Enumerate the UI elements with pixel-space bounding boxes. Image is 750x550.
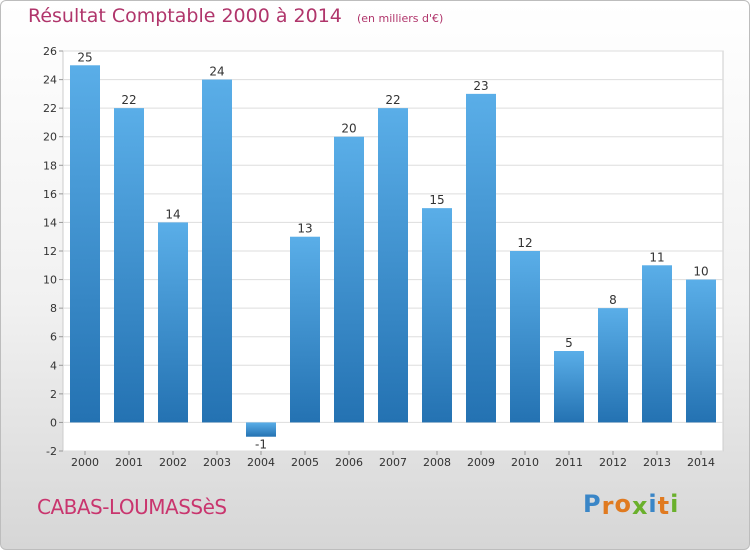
x-tick-label-2005: 2005: [291, 456, 319, 469]
value-label-2010: 12: [517, 236, 532, 250]
y-tick-label: 16: [43, 188, 57, 201]
y-tick-label: 20: [43, 131, 57, 144]
bar-2003: [202, 79, 232, 423]
x-tick-label-2001: 2001: [115, 456, 143, 469]
value-label-2006: 20: [341, 122, 356, 136]
y-tick-label: 8: [50, 302, 57, 315]
x-tick-label-2004: 2004: [247, 456, 275, 469]
x-tick-label-2013: 2013: [643, 456, 671, 469]
bar-2012: [598, 308, 628, 423]
logo-letter: t: [657, 492, 671, 520]
value-label-2004: -1: [255, 438, 267, 452]
bar-2009: [466, 93, 496, 423]
x-tick-label-2007: 2007: [379, 456, 407, 469]
x-tick-label-2006: 2006: [335, 456, 363, 469]
logo-letter: i: [648, 490, 658, 518]
x-tick-label-2000: 2000: [71, 456, 99, 469]
town-name: CABAS-LOUMASSèS: [37, 495, 227, 519]
y-tick-label: 6: [50, 331, 57, 344]
x-tick-label-2012: 2012: [599, 456, 627, 469]
chart-title: Résultat Comptable 2000 à 2014: [28, 5, 342, 27]
bar-2011: [554, 351, 584, 423]
value-label-2008: 15: [429, 193, 444, 207]
logo-letter: i: [670, 490, 680, 518]
logo-letter: o: [614, 490, 632, 518]
bar-2001: [114, 108, 144, 423]
bar-2010: [510, 251, 540, 423]
bar-2008: [422, 208, 452, 423]
y-tick-label: 12: [43, 245, 57, 258]
value-label-2013: 11: [649, 250, 664, 264]
y-tick-label: 26: [43, 45, 57, 58]
x-tick-label-2014: 2014: [687, 456, 715, 469]
y-tick-label: 10: [43, 274, 57, 287]
bar-2005: [290, 236, 320, 423]
bar-2006: [334, 136, 364, 423]
logo-letter: P: [583, 490, 602, 518]
bar-2007: [378, 108, 408, 423]
x-tick-label-2011: 2011: [555, 456, 583, 469]
y-tick-label: 14: [43, 216, 57, 229]
y-tick-label: 0: [50, 416, 57, 429]
y-tick-label: 22: [43, 102, 57, 115]
value-label-2002: 14: [165, 207, 180, 221]
value-label-2005: 13: [297, 222, 312, 236]
bar-2014: [686, 279, 716, 423]
y-tick-label: 4: [50, 359, 57, 372]
value-label-2000: 25: [77, 50, 92, 64]
chart-unit: (en milliers d'€): [356, 12, 444, 25]
value-label-2001: 22: [121, 93, 136, 107]
value-label-2012: 8: [609, 293, 617, 307]
y-tick-label: -2: [46, 445, 57, 458]
value-label-2003: 24: [209, 65, 224, 79]
x-tick-label-2002: 2002: [159, 456, 187, 469]
y-tick-label: 24: [43, 74, 57, 87]
x-tick-label-2003: 2003: [203, 456, 231, 469]
logo-letter: x: [631, 492, 649, 520]
x-tick-label-2010: 2010: [511, 456, 539, 469]
y-tick-label: 2: [50, 388, 57, 401]
value-label-2011: 5: [565, 336, 573, 350]
bar-2000: [70, 65, 100, 423]
value-label-2014: 10: [693, 265, 708, 279]
bar-2013: [642, 265, 672, 423]
logo-letter: r: [601, 492, 615, 520]
x-tick-label-2008: 2008: [423, 456, 451, 469]
y-tick-label: 18: [43, 159, 57, 172]
bar-2004: [246, 422, 276, 437]
chart-title-block: Résultat Comptable 2000 à 2014 (en milli…: [28, 5, 443, 27]
proxiti-logo[interactable]: Proxiti: [583, 490, 680, 520]
bar-2002: [158, 222, 188, 423]
value-label-2007: 22: [385, 93, 400, 107]
value-label-2009: 23: [473, 79, 488, 93]
x-tick-label-2009: 2009: [467, 456, 495, 469]
